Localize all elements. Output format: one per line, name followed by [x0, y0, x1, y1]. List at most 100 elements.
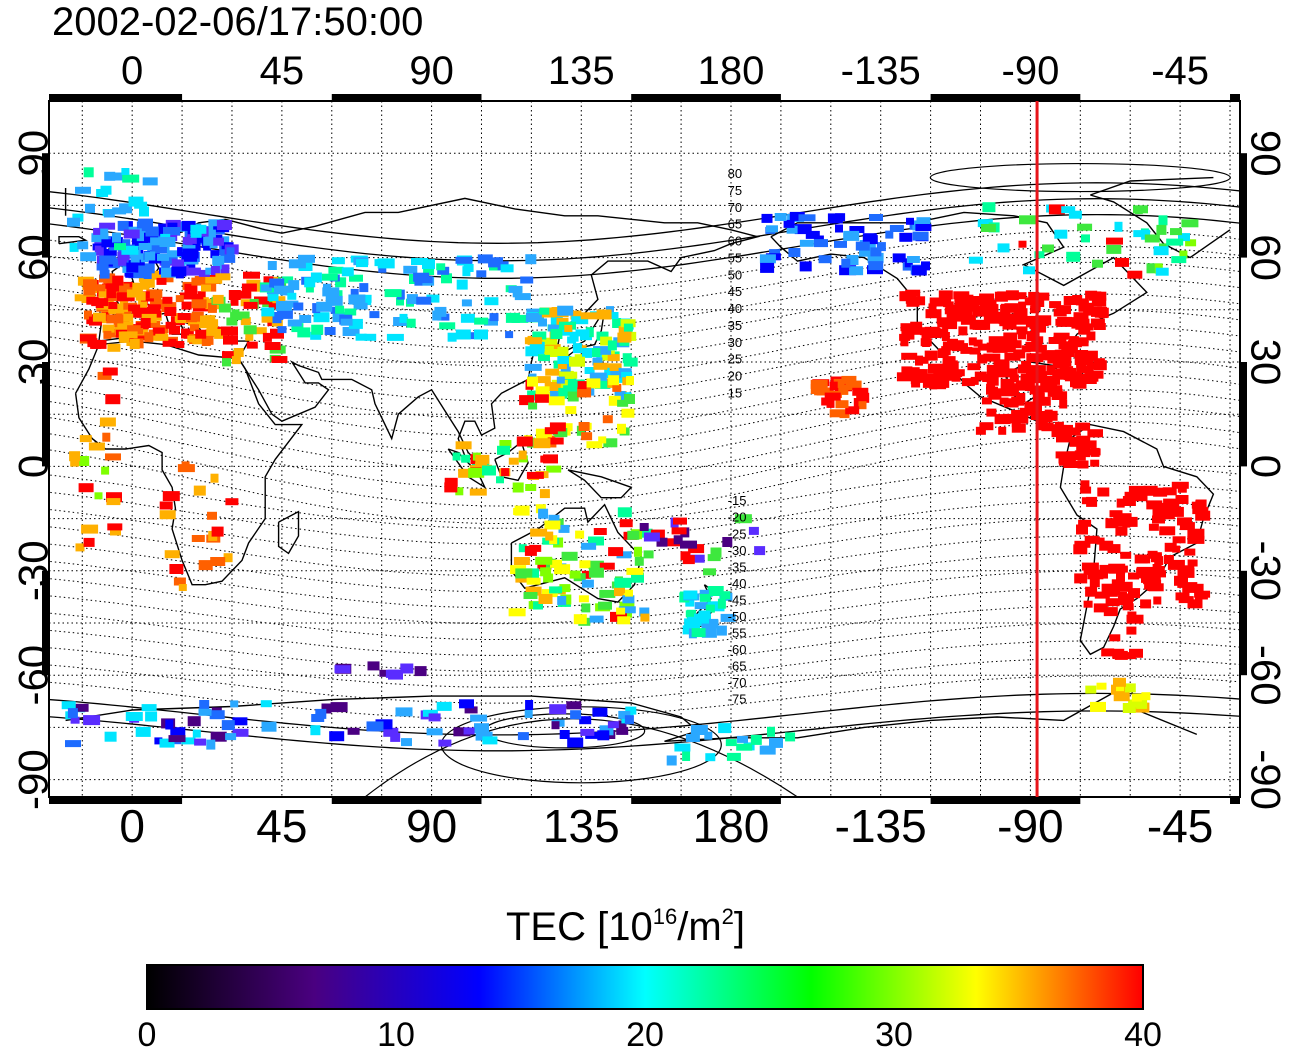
tec-sample — [154, 737, 163, 745]
tec-sample — [1016, 309, 1027, 317]
lon-tick-label-top: 90 — [409, 49, 454, 93]
tec-sample — [581, 570, 591, 579]
tec-sample — [829, 381, 838, 391]
tec-sample — [210, 266, 220, 275]
tec-sample — [293, 302, 304, 311]
tec-sample — [182, 236, 197, 244]
tec-sample — [570, 710, 582, 720]
lon-tick-label-top: 180 — [698, 49, 765, 93]
tec-sample — [666, 755, 677, 766]
tec-sample — [1122, 520, 1131, 528]
tec-sample — [1168, 506, 1184, 517]
tec-sample — [348, 318, 363, 329]
tec-sample — [299, 315, 312, 323]
tec-sample — [582, 347, 592, 358]
frame-bar-left — [42, 570, 49, 676]
tec-sample — [1090, 459, 1100, 467]
tec-sample — [190, 224, 207, 234]
tec-sample — [532, 331, 547, 340]
tec-sample — [1084, 440, 1097, 449]
tec-sample — [138, 300, 148, 309]
tec-sample — [593, 528, 607, 535]
tec-sample — [1140, 599, 1152, 609]
coastline-greenland — [64, 176, 1231, 259]
tec-sample — [624, 715, 634, 725]
tec-sample — [557, 362, 567, 370]
tec-colorbar — [146, 964, 1144, 1010]
tec-sample — [105, 453, 121, 461]
tec-sample — [922, 378, 940, 388]
tec-sample — [594, 380, 610, 389]
tec-sample — [709, 618, 718, 628]
tec-sample — [1177, 484, 1187, 493]
tec-sample — [104, 418, 113, 427]
tec-sample — [138, 243, 152, 250]
tec-sample — [1030, 305, 1040, 314]
tec-sample — [126, 289, 143, 298]
tec-sample — [122, 313, 134, 322]
tec-sample — [444, 482, 458, 493]
tec-sample — [194, 738, 207, 746]
tec-sample — [230, 700, 239, 708]
tec-sample — [414, 666, 427, 677]
tec-sample — [108, 302, 118, 309]
tec-sample — [192, 336, 208, 345]
tec-sample — [496, 476, 504, 484]
tec-sample — [766, 225, 778, 233]
tec-sample — [994, 414, 1011, 425]
colorbar-tick-label: 20 — [626, 1016, 664, 1054]
tec-sample — [980, 303, 998, 311]
tec-sample — [607, 354, 620, 362]
lon-tick-label-bottom: 0 — [119, 800, 145, 852]
tec-sample — [211, 526, 224, 537]
tec-sample — [941, 332, 950, 341]
tec-sample — [525, 313, 542, 322]
tec-sample — [1087, 572, 1104, 580]
magnetic-latitude-label: 55 — [728, 250, 742, 265]
tec-sample — [1114, 221, 1123, 232]
tec-sample — [673, 535, 683, 545]
colorbar-tick-label: 30 — [875, 1016, 913, 1054]
tec-sample — [137, 265, 146, 274]
tec-sample — [1053, 332, 1070, 340]
magnetic-contour — [49, 357, 1240, 437]
tec-sample — [138, 263, 155, 274]
tec-sample — [470, 714, 488, 722]
tec-sample — [972, 298, 983, 305]
tec-sample — [1003, 343, 1016, 353]
tec-sample — [925, 309, 942, 319]
tec-sample — [1172, 536, 1186, 544]
tec-sample — [912, 231, 929, 241]
tec-sample — [1152, 515, 1165, 524]
tec-sample — [477, 254, 493, 264]
tec-sample — [1073, 312, 1089, 322]
tec-sample — [225, 498, 239, 506]
tec-sample — [525, 586, 542, 596]
tec-sample — [118, 256, 128, 266]
tec-sample — [1163, 555, 1174, 564]
tec-sample — [463, 727, 475, 735]
tec-sample — [128, 196, 144, 207]
tec-sample — [596, 331, 609, 341]
magnetic-latitude-label: 50 — [728, 267, 742, 282]
tec-sample — [1059, 363, 1070, 374]
tec-sample — [896, 372, 913, 382]
tec-sample — [1081, 497, 1097, 505]
tec-sample — [952, 369, 965, 377]
tec-sample — [340, 318, 353, 326]
tec-sample — [426, 728, 443, 736]
tec-sample — [1113, 516, 1127, 527]
tec-sample — [254, 296, 269, 305]
tec-sample — [1065, 345, 1075, 353]
tec-sample — [900, 323, 911, 332]
tec-sample — [870, 247, 882, 257]
tec-sample — [396, 297, 404, 306]
tec-sample — [127, 325, 144, 335]
tec-sample — [106, 275, 124, 286]
tec-sample — [102, 367, 118, 376]
tec-sample — [942, 320, 958, 330]
tec-sample — [992, 344, 1008, 353]
tec-sample — [1047, 388, 1063, 397]
tec-sample — [1078, 519, 1092, 527]
